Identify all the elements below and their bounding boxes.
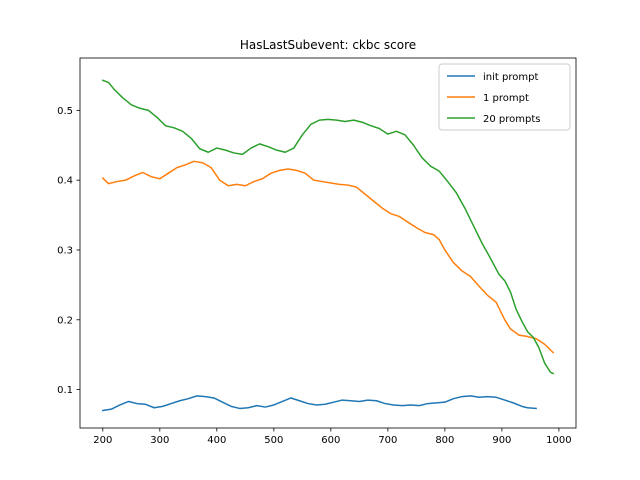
legend-label-0: init prompt — [483, 72, 538, 83]
series-layer — [101, 79, 555, 412]
axes-layer: 200 300 400 500 600 700 800 900 1000 0.1 0.2 0.3 0.4… — [57, 57, 577, 446]
y-tick-label: 0.2 — [57, 315, 73, 326]
x-tick-label: 800 — [435, 435, 454, 446]
x-tick-label: 1000 — [546, 435, 571, 446]
legend-box — [438, 63, 571, 131]
x-tick-label: 200 — [93, 435, 112, 446]
y-tick-label: 0.5 — [57, 106, 73, 117]
x-tick-label: 300 — [150, 435, 169, 446]
y-tick-label: 0.1 — [57, 385, 73, 396]
x-tick-label: 400 — [207, 435, 226, 446]
chart-title: HasLastSubevent: ckbc score — [240, 38, 416, 52]
series-line-1 — [101, 160, 555, 354]
x-tick-label: 700 — [378, 435, 397, 446]
legend-label-1: 1 prompt — [483, 93, 529, 104]
x-tick-label: 600 — [321, 435, 340, 446]
x-tick-label: 500 — [264, 435, 283, 446]
legend-label-2: 20 prompts — [483, 114, 540, 125]
x-tick-label: 900 — [492, 435, 511, 446]
series-line-2 — [101, 79, 555, 375]
series-line-0 — [101, 395, 537, 412]
legend: init prompt 1 prompt 20 prompts — [438, 63, 571, 131]
y-tick-label: 0.3 — [57, 245, 73, 256]
y-tick-label: 0.4 — [57, 176, 73, 187]
plot-frame — [79, 57, 577, 429]
